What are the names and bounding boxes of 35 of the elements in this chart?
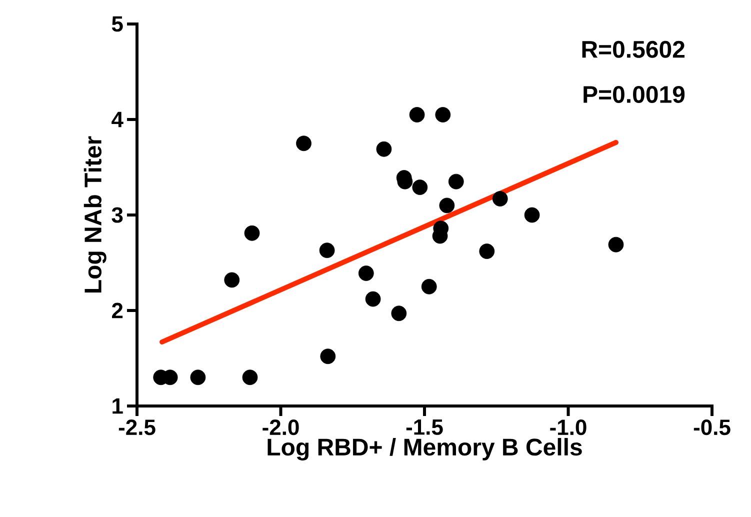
point: [190, 370, 206, 386]
y-axis-title: Log NAb Titer: [84, 136, 106, 293]
y-tick-label: 2: [112, 302, 123, 318]
point: [439, 198, 455, 214]
point: [320, 348, 336, 364]
point: [376, 141, 392, 157]
point: [296, 136, 312, 152]
point: [358, 266, 374, 281]
y-tick-label: 4: [112, 112, 124, 128]
point: [492, 191, 508, 206]
y-tick-label: 1: [112, 398, 123, 414]
point: [409, 107, 425, 122]
point: [608, 236, 624, 252]
x-tick-label: -0.5: [694, 420, 730, 436]
x-tick-label: -1.5: [406, 420, 443, 435]
annotation: R=0.5602: [582, 40, 685, 58]
point: [448, 174, 464, 190]
point: [224, 272, 240, 288]
y-tick-label: 3: [112, 207, 123, 223]
point: [479, 244, 495, 259]
x-tick-label: -1.0: [550, 420, 586, 436]
point: [242, 370, 258, 386]
point: [319, 242, 335, 258]
point: [391, 306, 407, 322]
point: [524, 207, 540, 223]
point: [421, 278, 437, 294]
x-tick-label: -2.5: [118, 420, 156, 436]
y-tick-label: 5: [112, 16, 123, 32]
point: [244, 225, 260, 241]
x-tick-label: -2.0: [262, 420, 299, 436]
point: [435, 107, 451, 122]
point: [412, 180, 428, 196]
annotation: P=0.0019: [584, 86, 685, 103]
point: [365, 291, 381, 307]
x-axis-title: Log RBD+ / Memory B Cells: [268, 438, 582, 460]
